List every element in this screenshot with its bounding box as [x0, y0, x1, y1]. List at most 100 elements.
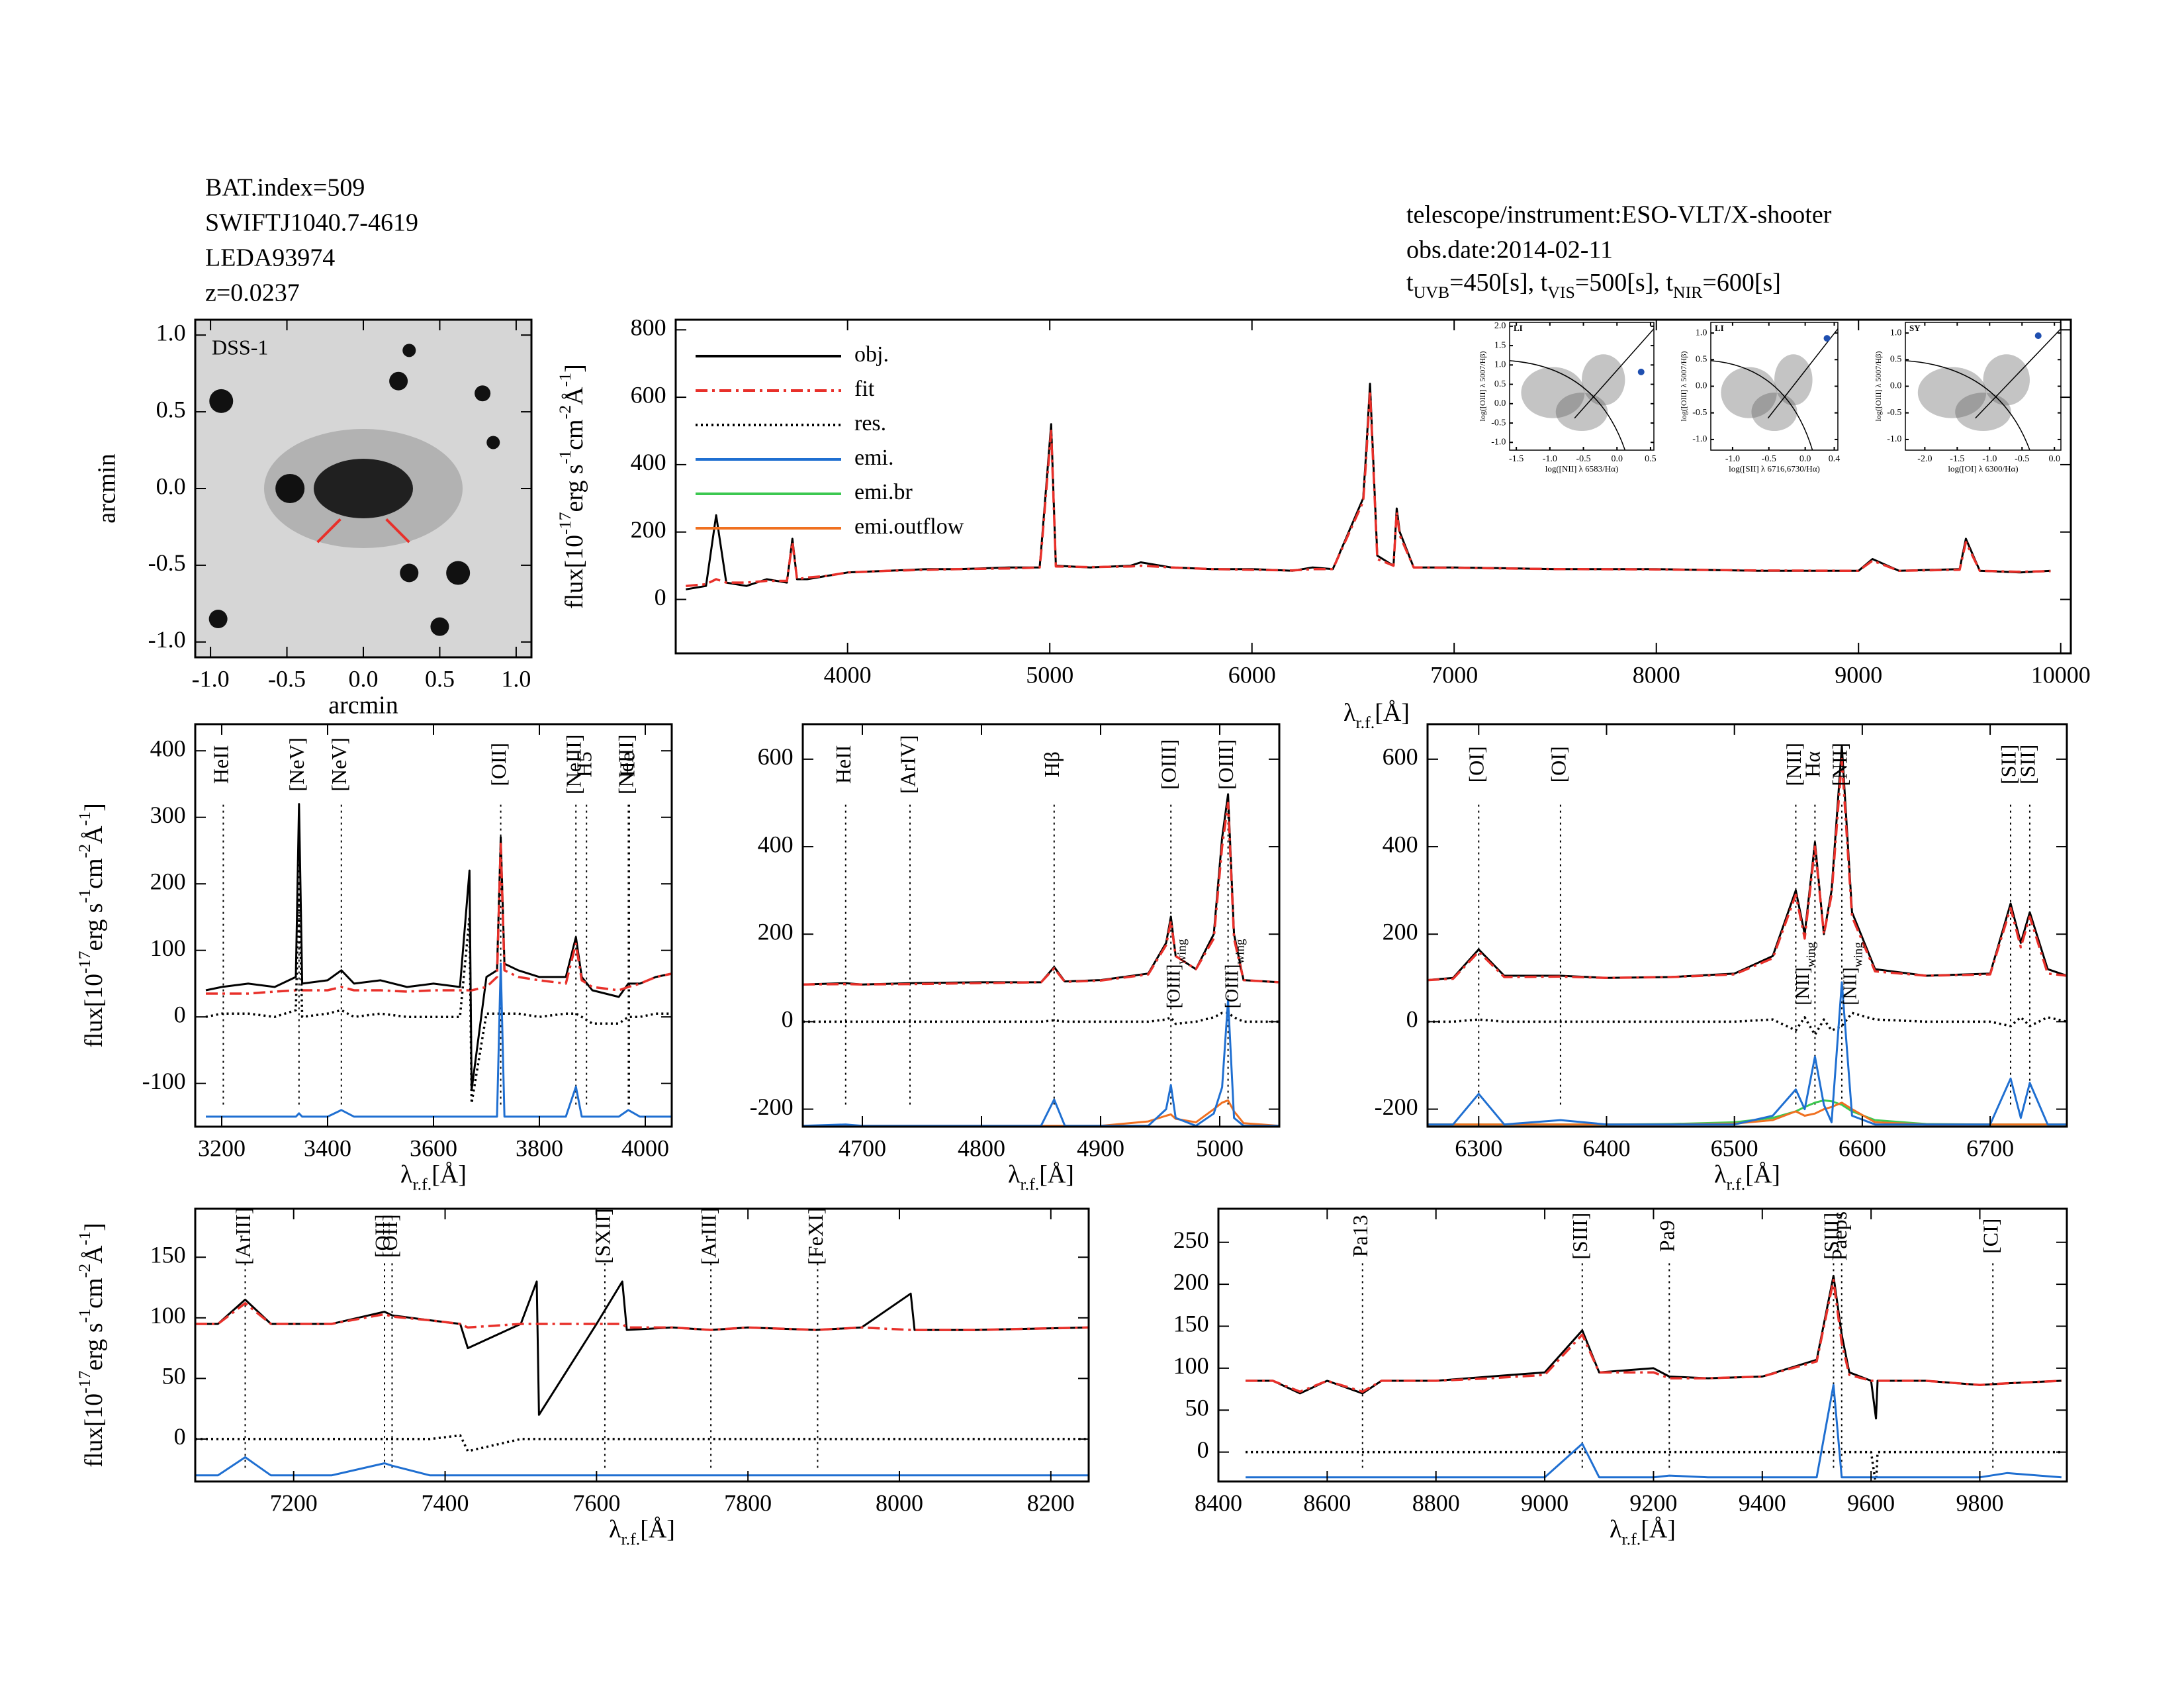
text-part: [OIII] [1222, 964, 1243, 1009]
y-tick-label: -100 [142, 1068, 186, 1094]
line-label: [FeXI] [803, 1207, 827, 1265]
x-tick-label: 6600 [1839, 1135, 1886, 1161]
line-label: [OI] [1546, 746, 1570, 782]
panel-label: LI [1715, 323, 1724, 333]
x-axis-label: λr.f.[Å] [1343, 699, 1410, 733]
legend-label: obj. [854, 342, 889, 367]
text-part: λ [400, 1160, 413, 1188]
y-tick-label: 150 [1173, 1311, 1209, 1337]
y-tick-label: 0.0 [1494, 399, 1506, 408]
x-tick-label: -2.0 [1917, 454, 1932, 464]
line-label: [NII] [1827, 743, 1851, 786]
series-line [1428, 758, 2067, 982]
x-axis-label: log([OI] λ 6300/Hα) [1948, 463, 2018, 473]
text-part: =450[s], t [1449, 269, 1548, 297]
demarcation-curve [1711, 360, 1813, 450]
wing-label: [OIII]wing [1222, 939, 1247, 1008]
x-tick-label: 7800 [724, 1489, 772, 1516]
x-tick-label: 9400 [1739, 1489, 1786, 1516]
header-line: tUVB=450[s], tVIS=500[s], tNIR=600[s] [1406, 269, 1781, 303]
x-tick-label: -1.0 [1543, 454, 1557, 464]
y-axis-label: log([OIII] λ 5007/Hβ) [1874, 352, 1883, 422]
x-tick-label: 4900 [1077, 1135, 1124, 1161]
x-tick-label: 5000 [1026, 661, 1073, 688]
x-tick-label: 10000 [2031, 661, 2091, 688]
header-line: z=0.0237 [205, 279, 300, 307]
series-line [1428, 981, 2067, 1126]
point [1637, 368, 1645, 375]
x-tick-label: 6300 [1455, 1135, 1502, 1161]
star [400, 563, 419, 583]
x-tick-label: 7000 [1430, 661, 1478, 688]
text-part: r.f. [1726, 1175, 1745, 1194]
density-contour [1917, 367, 1987, 418]
y-tick-label: 400 [758, 831, 794, 857]
text-part: λ [1714, 1160, 1727, 1188]
density-contour [1751, 393, 1797, 432]
line-label: [OII] [378, 1214, 402, 1258]
line-label: [NeV] [327, 737, 351, 792]
series-line [206, 843, 672, 995]
density-contour [1555, 393, 1608, 432]
text-part: -2 [555, 405, 574, 420]
line-label: [OII] [370, 1214, 394, 1258]
star [402, 344, 416, 357]
y-tick-label: 0 [782, 1006, 794, 1033]
x-tick-label: 3400 [304, 1135, 351, 1161]
line-label: [SXII] [590, 1208, 614, 1264]
x-tick-label: 9000 [1521, 1489, 1569, 1516]
x-tick-label: -1.0 [1725, 454, 1740, 464]
plot-area [1711, 328, 1838, 450]
axes-frame [1217, 1207, 2068, 1483]
density-contour [1774, 354, 1813, 406]
y-tick-label: -0.5 [1491, 418, 1506, 428]
x-tick-label: 4000 [621, 1135, 669, 1161]
y-tick-label: -200 [750, 1094, 794, 1120]
x-tick-label: 8200 [1027, 1489, 1075, 1516]
text-part: r.f. [1621, 1530, 1641, 1549]
y-tick-label: 100 [150, 935, 186, 961]
text-part: [Å] [640, 1515, 675, 1543]
density-contour [1983, 354, 2030, 406]
line-label: [SIII] [1819, 1213, 1843, 1260]
x-tick-label: 6000 [1228, 661, 1276, 688]
x-tick-label: -0.5 [1576, 454, 1590, 464]
line-label: [NeV] [285, 737, 308, 792]
y-tick-label: 50 [162, 1363, 186, 1389]
text-part: ] [80, 803, 108, 812]
series-line [205, 882, 672, 1105]
panel-label: DSS-1 [212, 335, 268, 359]
line-label: [ArIV] [895, 735, 919, 794]
x-tick-label: 8000 [876, 1489, 923, 1516]
star [209, 389, 234, 413]
x-tick-label: 6500 [1711, 1135, 1758, 1161]
y-axis-label: flux[10-17erg s-1cm-2Å-1] [555, 364, 588, 609]
y-axis-label: arcmin [93, 453, 121, 524]
plot-area [1428, 745, 2067, 1126]
star [275, 474, 305, 503]
text-part: r.f. [1355, 713, 1375, 732]
x-tick-label: 5000 [1196, 1135, 1244, 1161]
series-line [1246, 1279, 2062, 1393]
star [486, 436, 500, 449]
x-tick-label: 0.5 [425, 665, 455, 692]
demarcation-curve [1905, 360, 2030, 450]
x-tick-label: 3800 [516, 1135, 563, 1161]
line-label: H5 [572, 751, 596, 777]
line-label: [NeIII] [614, 735, 638, 795]
series-line [803, 802, 1279, 986]
y-tick-label: 0 [174, 1001, 186, 1027]
x-axis-label: λr.f.[Å] [609, 1515, 675, 1549]
demarcation-line [1767, 328, 1838, 419]
line-label: [CI] [1979, 1219, 2003, 1254]
line-label: [OIII] [1214, 739, 1238, 790]
panel-label: SY [1909, 323, 1921, 333]
y-tick-label: 400 [631, 449, 666, 475]
plot-area [195, 1263, 1089, 1477]
series-line [1428, 1102, 2067, 1126]
header-line: LEDA93974 [205, 244, 335, 272]
density-contour [1721, 367, 1777, 418]
plot-area [1905, 328, 2061, 450]
y-tick-label: 100 [1173, 1352, 1209, 1379]
